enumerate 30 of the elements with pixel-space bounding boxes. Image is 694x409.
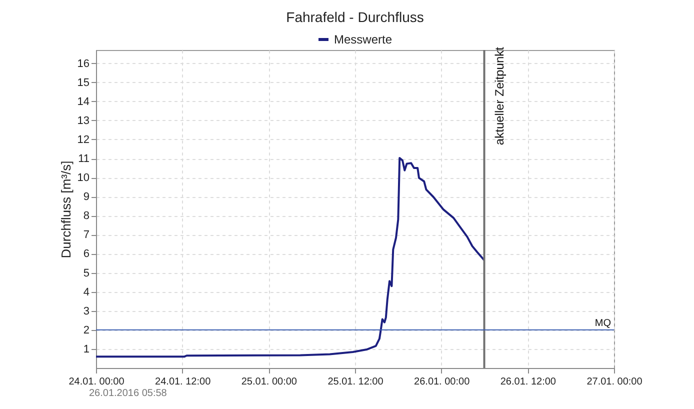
- x-tick-label: 24.01. 00:00: [68, 376, 125, 388]
- y-tick-label: 14: [77, 96, 90, 108]
- x-tick-label: 26.01. 12:00: [500, 376, 556, 388]
- y-tick-label: 7: [83, 229, 90, 242]
- x-tick-label: 24.01. 12:00: [155, 376, 212, 388]
- y-tick-label: 1: [83, 343, 90, 356]
- x-tick-label: 27.01. 00:00: [586, 376, 643, 388]
- ref-line-label: MQ: [594, 318, 612, 329]
- y-tick-label: 6: [83, 248, 90, 260]
- y-tick-label: 15: [77, 76, 90, 89]
- y-tick-label: 10: [77, 172, 90, 184]
- x-tick-label: 25.01. 12:00: [328, 376, 384, 388]
- y-tick-label: 16: [77, 58, 90, 70]
- y-axis-title: Durchfluss [m³/s]: [58, 160, 74, 258]
- legend-label: Messwerte: [334, 32, 392, 46]
- chart-title: Fahrafeld - Durchfluss: [286, 9, 424, 25]
- y-tick-label: 13: [77, 114, 90, 127]
- y-tick-label: 4: [83, 286, 90, 298]
- y-tick-label: 11: [78, 153, 90, 166]
- y-tick-label: 9: [83, 191, 90, 204]
- text: 26.01.2016 05:58: [89, 388, 167, 399]
- y-tick-label: 3: [83, 305, 90, 318]
- x-tick-label: 25.01. 00:00: [241, 376, 298, 388]
- ref-line-label: aktueller Zeitpunkt: [492, 46, 506, 146]
- line-series: [95, 156, 486, 358]
- y-tick-label: 8: [83, 210, 90, 222]
- y-tick-label: 12: [77, 134, 90, 146]
- x-tick-label: 26.01. 00:00: [414, 376, 470, 388]
- y-tick-label: 5: [83, 267, 90, 280]
- y-tick-label: 2: [83, 324, 90, 336]
